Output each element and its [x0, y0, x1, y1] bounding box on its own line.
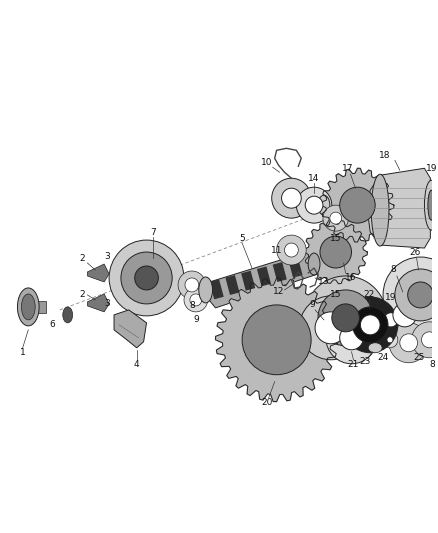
- Circle shape: [395, 269, 438, 321]
- Circle shape: [412, 322, 438, 358]
- Ellipse shape: [371, 174, 389, 246]
- Circle shape: [297, 187, 332, 223]
- Circle shape: [393, 303, 417, 327]
- Circle shape: [178, 271, 206, 299]
- Polygon shape: [114, 310, 147, 348]
- Circle shape: [318, 290, 373, 346]
- Text: 19: 19: [385, 294, 397, 302]
- Circle shape: [304, 276, 387, 360]
- Circle shape: [184, 288, 208, 312]
- Bar: [273, 262, 287, 282]
- Ellipse shape: [428, 190, 435, 220]
- Polygon shape: [215, 278, 338, 402]
- Circle shape: [185, 278, 199, 292]
- Text: 4: 4: [134, 360, 139, 369]
- Circle shape: [343, 297, 398, 353]
- Text: 15: 15: [330, 290, 342, 300]
- Text: 12: 12: [273, 287, 284, 296]
- Ellipse shape: [318, 195, 330, 215]
- Circle shape: [340, 187, 375, 223]
- Text: 18: 18: [379, 151, 391, 160]
- Text: 11: 11: [271, 246, 283, 255]
- Text: 14: 14: [308, 174, 320, 183]
- Ellipse shape: [63, 307, 73, 323]
- Text: 19: 19: [426, 164, 437, 173]
- Circle shape: [376, 305, 406, 335]
- Circle shape: [389, 323, 428, 363]
- Bar: [289, 258, 303, 278]
- Circle shape: [408, 282, 433, 308]
- Circle shape: [381, 291, 428, 339]
- Text: 1: 1: [20, 348, 25, 357]
- Circle shape: [315, 312, 346, 344]
- Text: 23: 23: [360, 357, 371, 366]
- Circle shape: [299, 296, 362, 360]
- Text: 7: 7: [151, 228, 156, 237]
- Text: 10: 10: [261, 158, 272, 167]
- Circle shape: [109, 240, 184, 316]
- Circle shape: [330, 212, 342, 224]
- Bar: [241, 271, 255, 290]
- Text: 24: 24: [378, 353, 389, 362]
- Circle shape: [323, 205, 349, 231]
- Circle shape: [382, 332, 398, 348]
- Ellipse shape: [18, 288, 39, 326]
- Text: 13: 13: [318, 278, 330, 286]
- Circle shape: [242, 305, 311, 375]
- Polygon shape: [367, 168, 431, 248]
- Circle shape: [277, 235, 306, 265]
- Text: 2: 2: [80, 254, 85, 263]
- Circle shape: [387, 337, 393, 343]
- Text: 20: 20: [261, 398, 272, 407]
- Ellipse shape: [308, 253, 320, 275]
- Text: 26: 26: [409, 247, 420, 256]
- Text: 25: 25: [414, 353, 425, 362]
- Circle shape: [340, 326, 364, 350]
- Polygon shape: [206, 252, 318, 308]
- Circle shape: [326, 312, 377, 364]
- Text: 6: 6: [49, 320, 55, 329]
- Circle shape: [332, 304, 360, 332]
- Text: 21: 21: [348, 360, 359, 369]
- Polygon shape: [88, 264, 109, 282]
- Ellipse shape: [199, 277, 212, 303]
- Circle shape: [421, 332, 437, 348]
- Text: 3: 3: [104, 300, 110, 309]
- Text: 8: 8: [189, 301, 195, 310]
- Polygon shape: [321, 168, 394, 242]
- Text: 9: 9: [193, 316, 199, 325]
- Bar: [257, 266, 271, 286]
- Bar: [28, 301, 46, 313]
- Circle shape: [285, 243, 298, 257]
- Ellipse shape: [21, 294, 35, 320]
- Circle shape: [190, 294, 202, 306]
- Text: 9: 9: [309, 301, 315, 309]
- Circle shape: [121, 252, 172, 304]
- Circle shape: [272, 178, 311, 218]
- Polygon shape: [88, 294, 109, 312]
- Text: 2: 2: [80, 290, 85, 300]
- Bar: [210, 279, 224, 300]
- Text: 16: 16: [345, 273, 356, 282]
- Circle shape: [383, 257, 438, 333]
- Circle shape: [305, 196, 323, 214]
- Circle shape: [135, 266, 159, 290]
- Ellipse shape: [424, 180, 438, 230]
- Circle shape: [384, 313, 398, 327]
- Circle shape: [400, 334, 417, 352]
- Text: 3: 3: [104, 252, 110, 261]
- Circle shape: [360, 315, 380, 335]
- Circle shape: [353, 307, 388, 343]
- Bar: [226, 275, 240, 295]
- Text: 22: 22: [364, 290, 375, 300]
- Ellipse shape: [368, 343, 382, 353]
- Text: 8: 8: [429, 360, 435, 369]
- Polygon shape: [304, 220, 367, 284]
- Text: 17: 17: [342, 164, 353, 173]
- Circle shape: [320, 236, 352, 268]
- Circle shape: [282, 188, 301, 208]
- Text: 5: 5: [239, 233, 245, 243]
- Text: 15: 15: [330, 233, 342, 243]
- Text: 8: 8: [390, 265, 396, 274]
